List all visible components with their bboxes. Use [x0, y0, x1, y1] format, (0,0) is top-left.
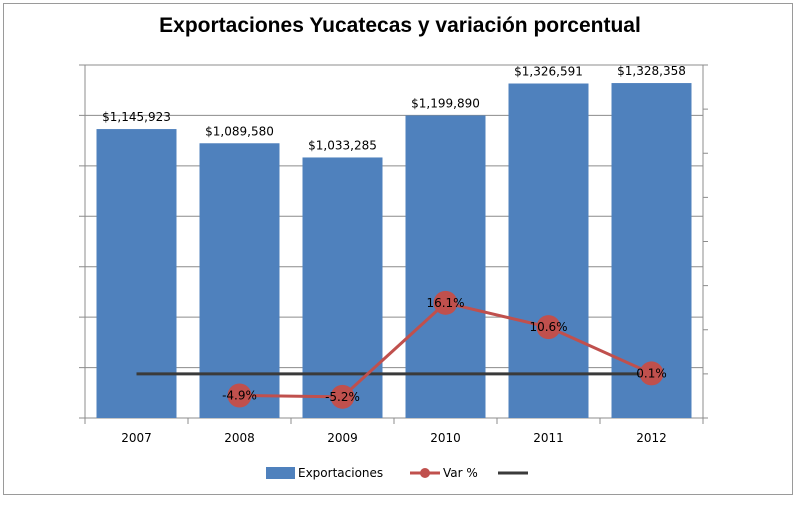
- var-point-2008: [227, 383, 252, 408]
- x-tick-label: 2011: [533, 431, 564, 445]
- var-label: 0.1%: [636, 366, 667, 380]
- var-label: -5.2%: [325, 390, 360, 404]
- var-point-2012: [639, 361, 664, 386]
- x-tick-label: 2008: [224, 431, 255, 445]
- legend-label-exportaciones: Exportaciones: [298, 466, 383, 480]
- var-point-2009: [330, 384, 355, 409]
- x-tick-label: 2007: [121, 431, 152, 445]
- var-point-2010: [433, 290, 458, 315]
- x-tick-label: 2012: [636, 431, 667, 445]
- bar-label: $1,145,923: [102, 110, 171, 124]
- bar-label: $1,033,285: [308, 138, 377, 152]
- x-tick-label: 2010: [430, 431, 461, 445]
- bar-label: $1,199,890: [411, 96, 480, 110]
- bar-label: $1,089,580: [205, 124, 274, 138]
- bar-label: $1,326,591: [514, 65, 583, 79]
- bar-label: $1,328,358: [617, 64, 686, 78]
- bar-2009: [302, 157, 383, 418]
- bar-2011: [508, 83, 589, 418]
- x-tick-label: 2009: [327, 431, 358, 445]
- bar-2008: [199, 143, 280, 418]
- bar-2010: [405, 115, 486, 419]
- var-point-2011: [536, 315, 561, 340]
- legend-swatch-exportaciones: [266, 467, 295, 479]
- legend-marker-var: [420, 468, 430, 478]
- var-label: 16.1%: [426, 296, 464, 310]
- var-label: 10.6%: [529, 320, 567, 334]
- chart-title: Exportaciones Yucatecas y variación porc…: [159, 14, 641, 37]
- var-label: -4.9%: [222, 388, 257, 402]
- bar-2007: [96, 129, 177, 418]
- legend-label-var: Var %: [443, 466, 478, 480]
